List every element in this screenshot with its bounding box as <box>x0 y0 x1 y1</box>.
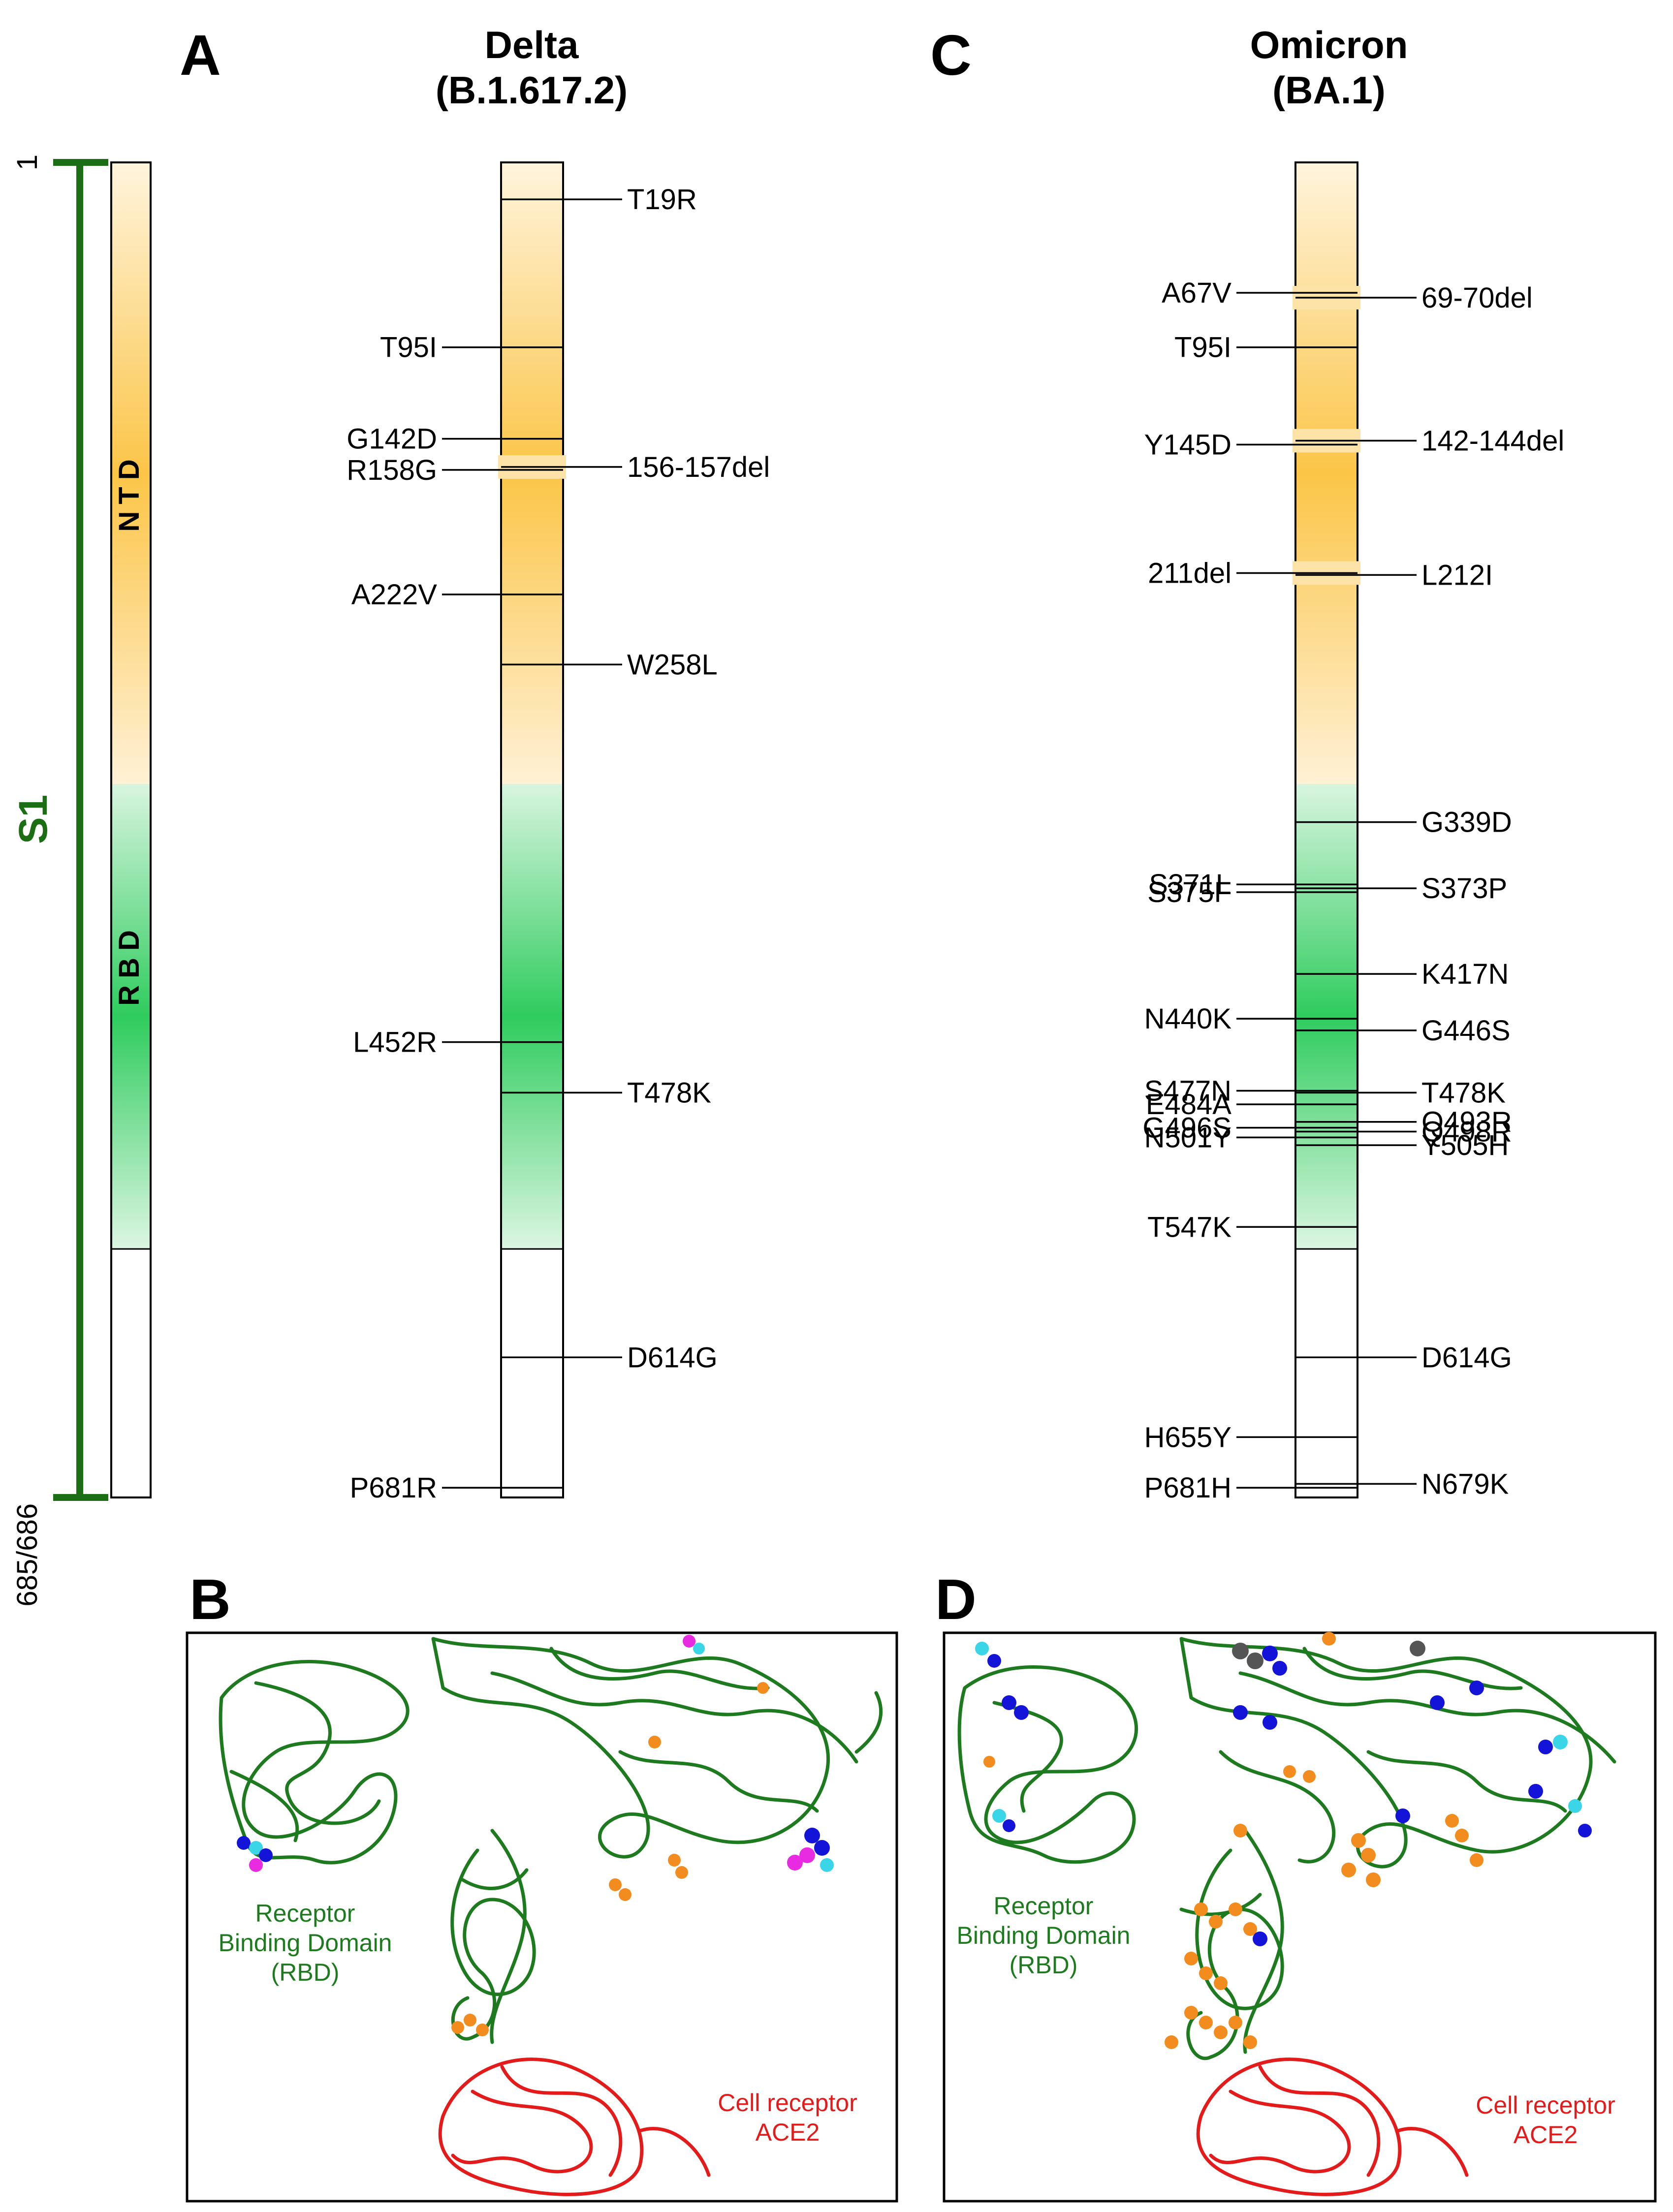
omicron-mutation-label: S371L <box>1149 869 1231 901</box>
protein-chain-top <box>431 1637 830 1859</box>
omicron-mutation-label: Y505H <box>1421 1129 1509 1161</box>
delta-mutation-label: D614G <box>627 1341 718 1373</box>
delta-mutation-label: P681R <box>350 1472 437 1504</box>
panel-d-structure: Receptor Binding Domain (RBD) Cell recep… <box>943 1631 1657 2203</box>
delta-mutation-label: 156-157del <box>627 451 770 483</box>
panel-d-rbd-label-1: Receptor <box>994 1892 1094 1920</box>
ace2-chain <box>1196 2057 1402 2196</box>
panel-b-ace2-label-1: Cell receptor <box>718 2089 857 2117</box>
s1-start-label: 1 <box>11 155 43 170</box>
delta-mutation-label: L452R <box>353 1027 437 1059</box>
s1-label: S1 <box>11 795 56 844</box>
protein-chain-left <box>957 1665 1138 1864</box>
panel-d-ace2-label-1: Cell receptor <box>1476 2091 1615 2119</box>
rbd-label: RBD <box>113 923 145 1006</box>
panel-d-rbd-label-3: (RBD) <box>1010 1951 1078 1979</box>
omicron-mutation-label: S373P <box>1421 872 1507 904</box>
panel-letter-c: C <box>930 23 972 87</box>
ace2-chain <box>438 2057 644 2196</box>
delta-mutation-label: T95I <box>380 332 437 364</box>
omicron-mutation-label: Q493R <box>1421 1106 1512 1138</box>
delta-mutation-label: A222V <box>351 579 437 611</box>
omicron-mutation-label: Y145D <box>1144 429 1231 461</box>
panel-b-structure: Receptor Binding Domain (RBD) Cell recep… <box>186 1631 898 2203</box>
protein-chain-top <box>1179 1637 1593 1869</box>
s1-end-label: 685/686 <box>11 1503 43 1607</box>
omicron-mutation-label: S477N <box>1144 1075 1231 1107</box>
panel-b-rbd-label-2: Binding Domain <box>219 1929 392 1957</box>
delta-mutation-label: R158G <box>347 454 437 486</box>
omicron-mutation-label: T95I <box>1174 332 1231 364</box>
omicron-mutation-label: G496S <box>1142 1112 1231 1144</box>
panel-b-ace2-label-2: ACE2 <box>756 2119 820 2146</box>
omicron-mutation-label: L212I <box>1421 559 1493 591</box>
omicron-mutation-label: P681H <box>1144 1472 1231 1504</box>
omicron-mutation-label: N501Y <box>1144 1122 1231 1153</box>
omicron-mutation-label: N679K <box>1421 1468 1509 1500</box>
omicron-title-line1: Omicron <box>1250 23 1408 66</box>
panel-d-ace2-label-2: ACE2 <box>1514 2121 1578 2149</box>
delta-title-line2: (B.1.617.2) <box>436 68 628 112</box>
omicron-bar: A67V T95I Y145D L212I G339D S371L S373P S375F K4… <box>1142 161 1564 1504</box>
panel-letter-a: A <box>180 23 221 87</box>
omicron-mutation-label: 142-144del <box>1421 425 1564 457</box>
omicron-mutation-marks: A67V T95I Y145D L212I G339D S371L S373P S375F K4… <box>1142 277 1564 1504</box>
delta-mutation-label: T478K <box>627 1077 711 1109</box>
protein-chain-rbd <box>450 1848 536 2041</box>
omicron-mutation-label: G446S <box>1421 1015 1511 1047</box>
omicron-mutation-label: T547K <box>1147 1211 1231 1243</box>
panel-b-rbd-label-3: (RBD) <box>271 1959 340 1986</box>
s1-scale: S1 1 685/686 <box>11 155 108 1607</box>
panel-b-rbd-label-1: Receptor <box>255 1900 355 1927</box>
omicron-mutation-label: N440K <box>1144 1003 1232 1035</box>
delta-mutation-label: W258L <box>627 649 718 681</box>
domain-overview-bar: NTD RBD <box>110 161 152 1498</box>
omicron-mutation-label: S375F <box>1147 876 1231 908</box>
omicron-mutation-label: H655Y <box>1144 1421 1231 1453</box>
omicron-mutation-label: 211del <box>1148 557 1231 589</box>
delta-mutation-label: T19R <box>627 184 697 216</box>
omicron-mutation-label: K417N <box>1421 958 1509 990</box>
omicron-mutation-label: Q498R <box>1421 1116 1512 1148</box>
omicron-mutation-label: T478K <box>1421 1077 1506 1109</box>
omicron-mutation-label: D614G <box>1421 1341 1512 1373</box>
ntd-label: NTD <box>113 452 145 531</box>
delta-mutation-label: G142D <box>347 423 437 455</box>
panel-d-rbd-label-2: Binding Domain <box>957 1922 1131 1949</box>
omicron-mutation-label: G339D <box>1421 807 1512 839</box>
omicron-mutation-label: 69-70del <box>1421 282 1533 314</box>
delta-title-line1: Delta <box>485 23 579 66</box>
omicron-mutation-label: A67V <box>1162 277 1231 309</box>
omicron-title-line2: (BA.1) <box>1272 68 1386 112</box>
panel-letter-b: B <box>189 1567 231 1631</box>
panel-letter-d: D <box>935 1567 977 1631</box>
omicron-mutation-label: E484A <box>1146 1089 1231 1121</box>
